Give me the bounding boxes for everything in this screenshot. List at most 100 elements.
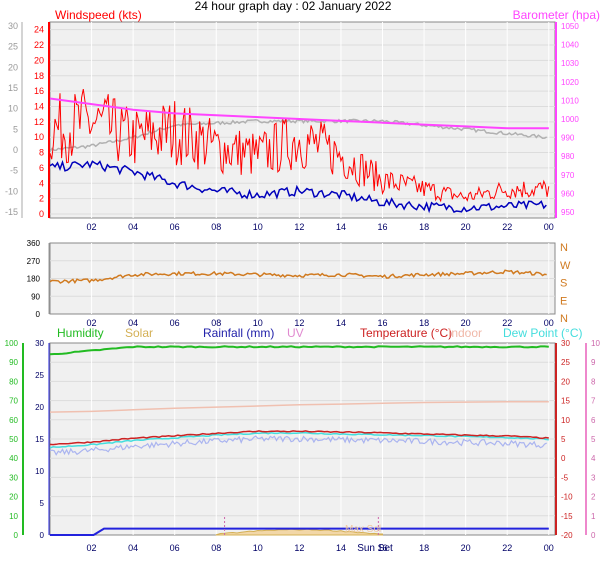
compass-label: N (560, 242, 568, 254)
uv-tick-label: 2 (591, 493, 596, 502)
apparent-temp-line (49, 435, 547, 456)
windspeed-tick-label: 24 (34, 25, 44, 35)
windspeed-line (49, 89, 550, 203)
windspeed-label: Windspeed (kts) (55, 8, 142, 22)
outer-tick-label: 15 (8, 83, 18, 93)
x-tick-label: 16 (378, 222, 388, 232)
x-tick-label: 22 (502, 543, 512, 553)
x-tick-label: 00 (544, 222, 554, 232)
rain-tick-label: 15 (35, 435, 44, 444)
rainfall-line (50, 527, 549, 536)
barometer-tick-label: 970 (561, 171, 575, 180)
humidity-tick-label: 80 (9, 377, 18, 386)
barometer-line (49, 97, 549, 130)
humidity-label: Humidity (57, 326, 104, 340)
x-tick-label: 12 (294, 222, 304, 232)
barometer-tick-label: 1010 (561, 96, 579, 105)
humidity-tick-label: 30 (9, 473, 18, 482)
temperature-tick-label: 10 (561, 416, 570, 425)
windspeed-tick-label: 14 (34, 101, 44, 111)
temperature-tick-label: 25 (561, 358, 570, 367)
uv-label: UV (287, 326, 304, 340)
x-tick-label: 08 (211, 318, 221, 328)
x-tick-label: 10 (253, 222, 263, 232)
x-tick-label: 06 (170, 543, 180, 553)
uv-tick-label: 3 (591, 473, 596, 482)
uv-tick-label: 6 (591, 416, 596, 425)
humidity-tick-label: 0 (14, 531, 19, 540)
x-tick-label: 22 (502, 222, 512, 232)
panel3-grid (50, 343, 555, 535)
temperature-tick-label: 20 (561, 377, 570, 386)
dewpoint-label: Dew Point (°C) (503, 326, 582, 340)
humidity-tick-label: 10 (9, 512, 18, 521)
uv-tick-label: 5 (591, 435, 596, 444)
windspeed-tick-label: 8 (39, 148, 44, 158)
x-tick-label: 20 (461, 543, 471, 553)
outer-tick-label: -5 (10, 166, 18, 176)
humidity-tick-label: 50 (9, 435, 18, 444)
outer-tick-label: 10 (8, 104, 18, 114)
x-tick-label: 04 (128, 318, 138, 328)
x-tick-label: 20 (461, 222, 471, 232)
x-tick-label: 06 (170, 318, 180, 328)
humidity-tick-label: 70 (9, 397, 18, 406)
humidity-tick-label: 60 (9, 416, 18, 425)
outer-tick-label: 25 (8, 42, 18, 52)
windspeed-tick-label: 4 (39, 178, 44, 188)
x-tick-label: 16 (378, 543, 388, 553)
uv-tick-label: 7 (591, 397, 596, 406)
x-tick-label: 18 (419, 318, 429, 328)
x-tick-label: 04 (128, 543, 138, 553)
x-tick-label: 10 (253, 543, 263, 553)
outer-tick-label: 5 (13, 124, 18, 134)
uv-tick-label: 0 (591, 531, 596, 540)
panel1-axes: 242220181614121086420302520151050-5-10-1… (5, 21, 579, 232)
uv-tick-label: 8 (591, 377, 596, 386)
humidity-tick-label: 20 (9, 493, 18, 502)
windspeed-tick-label: 10 (34, 132, 44, 142)
rain-tick-label: 10 (35, 467, 44, 476)
windspeed-tick-label: 0 (39, 209, 44, 219)
indoor-line (49, 401, 549, 413)
barometer-tick-label: 960 (561, 189, 575, 198)
uv-tick-label: 4 (591, 454, 596, 463)
direction-tick-label: 180 (27, 275, 41, 284)
direction-tick-label: 0 (36, 310, 41, 319)
outer-tick-label: -10 (5, 186, 18, 196)
x-tick-label: 12 (294, 543, 304, 553)
humidity-tick-label: 90 (9, 358, 18, 367)
barometer-tick-label: 950 (561, 208, 575, 217)
x-tick-label: 14 (336, 318, 346, 328)
x-tick-label: 20 (461, 318, 471, 328)
barometer-tick-label: 1000 (561, 115, 579, 124)
x-tick-label: 14 (336, 222, 346, 232)
panel3-series (49, 345, 549, 536)
solar-label: Solar (125, 326, 153, 340)
direction-line (49, 269, 547, 285)
barometer-tick-label: 1020 (561, 78, 579, 87)
rain-tick-label: 20 (35, 403, 44, 412)
x-tick-label: 08 (211, 222, 221, 232)
humidity-tick-label: 100 (5, 339, 19, 348)
temperature-tick-label: 30 (561, 339, 570, 348)
temperature-tick-label: 0 (561, 454, 566, 463)
uv-tick-label: 1 (591, 512, 596, 521)
humidity-tick-label: 40 (9, 454, 18, 463)
solar-area (215, 528, 383, 536)
temperature-tick-label: -5 (561, 473, 569, 482)
barometer-tick-label: 1030 (561, 59, 579, 68)
max-solar-caption: Max Sol (345, 524, 381, 535)
chart-title: 24 hour graph day : 02 January 2022 (195, 0, 392, 13)
barometer-tick-label: 1050 (561, 22, 579, 31)
x-tick-label: 00 (544, 318, 554, 328)
windspeed-tick-label: 12 (34, 117, 44, 127)
uv-tick-label: 9 (591, 358, 596, 367)
outer-tick-label: 30 (8, 21, 18, 31)
outer-tick-label: -15 (5, 207, 18, 217)
windspeed-tick-label: 18 (34, 71, 44, 81)
x-tick-label: 16 (378, 318, 388, 328)
compass-label: W (560, 260, 571, 272)
